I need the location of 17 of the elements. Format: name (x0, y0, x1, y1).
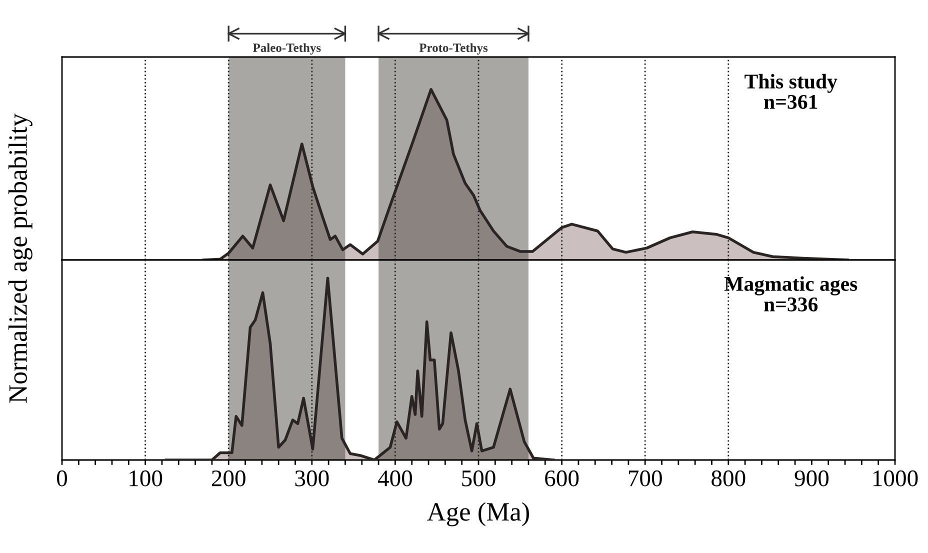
x-tick-label: 600 (545, 470, 579, 486)
x-tick-label: 900 (794, 470, 829, 486)
x-tick-label: 700 (628, 470, 662, 486)
x-tick-label: 400 (378, 470, 412, 486)
x-axis-title: Age (Ma) (427, 502, 529, 526)
y-axis-title: Normalized age probability (8, 114, 32, 403)
x-tick-label: 0 (56, 470, 68, 486)
annotation: This study n=361 (744, 74, 838, 109)
annotation: Magmatic ages n=336 (724, 276, 858, 312)
x-tick-label: 200 (212, 470, 246, 486)
x-tick-label: 100 (130, 470, 162, 486)
x-tick-label: 800 (712, 470, 746, 486)
x-tick-label: 1000 (873, 470, 918, 486)
band-label: Proto-Tethys (419, 43, 488, 55)
x-tick-label: 300 (295, 470, 329, 486)
band-label: Paleo-Tethys (252, 43, 321, 55)
x-tick-label: 500 (462, 470, 496, 486)
